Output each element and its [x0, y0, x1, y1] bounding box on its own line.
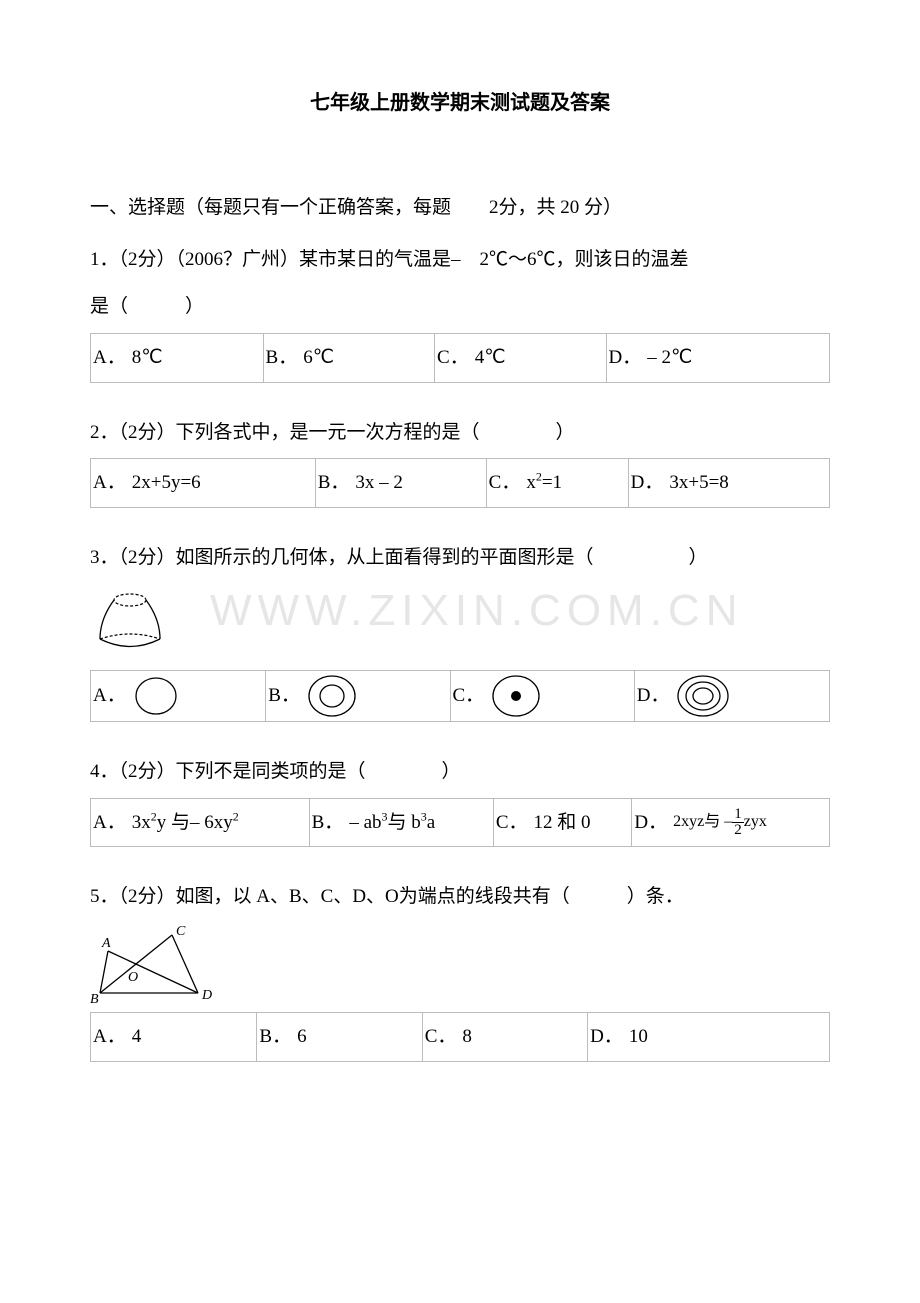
opt-label: B． — [263, 334, 301, 383]
opt-label: C． — [435, 334, 473, 383]
q2-stem: 2．（2分）下列各式中，是一元一次方程的是（ ） — [90, 411, 830, 455]
opt-label: C． — [450, 670, 488, 721]
svg-text:O: O — [128, 970, 138, 985]
opt-value: 8 — [460, 1012, 587, 1061]
opt-value: 6℃ — [301, 334, 434, 383]
opt-value — [488, 670, 634, 721]
opt-label: B． — [309, 798, 347, 847]
opt-value: 3x – 2 — [353, 459, 486, 508]
svg-text:C: C — [176, 924, 186, 939]
opt-label: D． — [632, 798, 671, 847]
q1-stem2: 是（ ） — [90, 285, 830, 329]
opt-value: 8℃ — [130, 334, 263, 383]
opt-value — [130, 670, 266, 721]
opt-value: x2=1 — [524, 459, 628, 508]
q1-options: A． 8℃ B． 6℃ C． 4℃ D． – 2℃ — [90, 333, 830, 383]
opt-label: D． — [588, 1012, 627, 1061]
q2-options: A． 2x+5y=6 B． 3x – 2 C． x2=1 D． 3x+5=8 — [90, 458, 830, 508]
opt-value: 4 — [130, 1012, 257, 1061]
q5-stem: 5．（2分）如图，以 A、B、C、D、O为端点的线段共有（ ）条． — [90, 875, 830, 919]
opt-label: C． — [422, 1012, 460, 1061]
opt-value: – 2℃ — [645, 334, 829, 383]
q5-options: A． 4 B． 6 C． 8 D． 10 — [90, 1012, 830, 1062]
section-heading: 一、选择题（每题只有一个正确答案，每题 2分，共 20 分） — [90, 186, 830, 230]
opt-value: – ab3与 b3a — [347, 798, 493, 847]
opt-label: D． — [606, 334, 645, 383]
svg-text:A: A — [101, 936, 111, 951]
page-title: 七年级上册数学期末测试题及答案 — [90, 80, 830, 126]
opt-label: B． — [266, 670, 304, 721]
opt-d-post: zyx — [744, 813, 767, 830]
opt-value: 6 — [295, 1012, 422, 1061]
opt-label: B． — [257, 1012, 295, 1061]
opt-value: 2x+5y=6 — [130, 459, 315, 508]
svg-text:B: B — [90, 992, 99, 1007]
opt-label: A． — [91, 798, 130, 847]
opt-label: A． — [91, 459, 130, 508]
opt-label: C． — [486, 459, 524, 508]
opt-d-pre: 2xyz与 — [673, 813, 720, 830]
opt-value: 12 和 0 — [532, 798, 632, 847]
opt-value: 2xyz与 –12zyx — [671, 798, 829, 847]
opt-value — [673, 670, 829, 721]
q4-stem: 4．（2分）下列不是同类项的是（ ） — [90, 750, 830, 794]
svg-text:D: D — [201, 988, 212, 1003]
opt-value — [304, 670, 450, 721]
q1-stem: 1．（2分）（2006？广州）某市某日的气温是– 2℃～6℃，则该日的温差 — [90, 238, 830, 282]
opt-label: A． — [91, 670, 130, 721]
opt-label: A． — [91, 334, 130, 383]
watermark: WWW.ZIXIN.COM.CN — [210, 560, 744, 661]
opt-value: 4℃ — [473, 334, 606, 383]
opt-value: 3x2y 与– 6xy2 — [130, 798, 309, 847]
q4-options: A． 3x2y 与– 6xy2 B． – ab3与 b3a C． 12 和 0 … — [90, 798, 830, 848]
q5-figure: A C B D O — [90, 923, 830, 1008]
opt-label: A． — [91, 1012, 130, 1061]
q3-options: A． B． C． D． — [90, 670, 830, 722]
opt-label: B． — [315, 459, 353, 508]
opt-value: 3x+5=8 — [667, 459, 829, 508]
opt-label: D． — [628, 459, 667, 508]
opt-label: D． — [634, 670, 673, 721]
opt-label: C． — [493, 798, 531, 847]
opt-value: 10 — [627, 1012, 830, 1061]
